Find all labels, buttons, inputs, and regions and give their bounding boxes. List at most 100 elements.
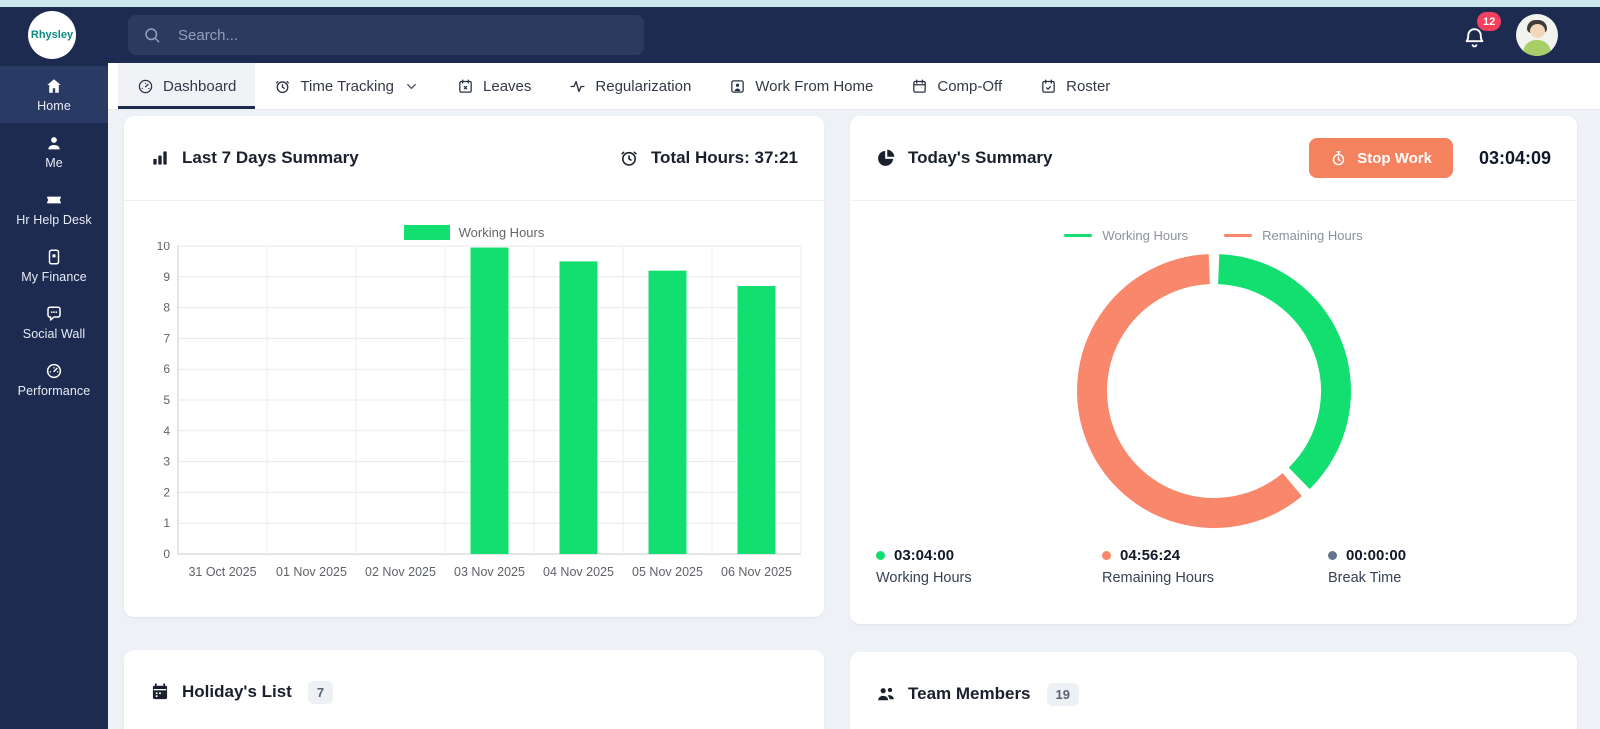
tab-label: Work From Home bbox=[755, 77, 874, 95]
svg-text:9: 9 bbox=[163, 270, 170, 284]
donut-legend-item-remaining-hours: Remaining Hours bbox=[1224, 228, 1363, 243]
legend-label: Working Hours bbox=[458, 225, 545, 240]
topbar: Rhysley 12 bbox=[0, 7, 1600, 63]
svg-text:04 Nov 2025: 04 Nov 2025 bbox=[543, 565, 614, 579]
user-avatar[interactable] bbox=[1516, 14, 1558, 56]
sidebar-item-label: Home bbox=[37, 98, 71, 113]
sidebar-item-label: Performance bbox=[17, 383, 91, 398]
stat-working-hours: 03:04:00 Working Hours bbox=[876, 547, 1102, 586]
last-7-days-summary-card: Last 7 Days Summary Total Hours: 37:21 W… bbox=[124, 116, 824, 617]
stat-dot bbox=[876, 551, 885, 560]
brand-logo-text: Rhysley bbox=[30, 29, 74, 41]
svg-text:02 Nov 2025: 02 Nov 2025 bbox=[365, 565, 436, 579]
stat-value-row: 04:56:24 bbox=[1102, 547, 1328, 564]
svg-text:06 Nov 2025: 06 Nov 2025 bbox=[721, 565, 792, 579]
tab-label: Leaves bbox=[483, 77, 532, 95]
calendar-check-icon bbox=[1040, 78, 1057, 95]
today-card-title: Today's Summary bbox=[876, 148, 1053, 168]
sidebar-item-performance[interactable]: Performance bbox=[0, 351, 108, 408]
tab-label: Comp-Off bbox=[937, 77, 1003, 95]
stat-dot bbox=[1102, 551, 1111, 560]
sidebar-item-home[interactable]: Home bbox=[0, 66, 108, 123]
stat-value-row: 00:00:00 bbox=[1328, 547, 1406, 564]
person-icon bbox=[45, 134, 63, 152]
legend-line-swatch bbox=[1064, 234, 1093, 237]
tab-label: Time Tracking bbox=[300, 77, 395, 95]
tab-roster[interactable]: Roster bbox=[1021, 63, 1129, 109]
holidays-card-title: Holiday's List 7 bbox=[150, 680, 334, 704]
tab-label: Dashboard bbox=[163, 77, 237, 95]
chevron-down-icon bbox=[404, 79, 419, 94]
stat-value: 04:56:24 bbox=[1120, 547, 1181, 564]
tab-leaves[interactable]: Leaves bbox=[438, 63, 550, 109]
holidays-card-header: Holiday's List 7 bbox=[124, 650, 824, 729]
tab-label: Roster bbox=[1066, 77, 1111, 95]
sidebar-item-label: Me bbox=[45, 155, 63, 170]
pie-chart-icon bbox=[876, 148, 896, 168]
todays-summary-card: Today's Summary Stop Work 03:04:09 Worki… bbox=[850, 116, 1577, 624]
team-title-text: Team Members bbox=[908, 684, 1031, 703]
stat-break-time: 00:00:00 Break Time bbox=[1328, 547, 1406, 586]
chat-bubble-icon bbox=[45, 305, 63, 323]
today-stats-row: 03:04:00 Working Hours 04:56:24 Remaining H… bbox=[850, 547, 1577, 586]
search-icon bbox=[143, 26, 161, 44]
people-icon bbox=[876, 684, 896, 704]
svg-text:05 Nov 2025: 05 Nov 2025 bbox=[632, 565, 703, 579]
team-card-title: Team Members 19 bbox=[876, 682, 1079, 706]
sidebar-item-hr-help-desk[interactable]: Hr Help Desk bbox=[0, 180, 108, 237]
today-header-actions: Stop Work 03:04:09 bbox=[1309, 138, 1551, 178]
calendar-icon bbox=[911, 78, 928, 95]
team-card-header: Team Members 19 bbox=[850, 652, 1577, 729]
bar-chart-legend: Working Hours bbox=[124, 225, 824, 240]
activity-icon bbox=[569, 78, 586, 95]
search-bar[interactable] bbox=[128, 15, 644, 55]
hours-donut-chart bbox=[850, 245, 1577, 537]
svg-text:0: 0 bbox=[163, 547, 170, 561]
calendar-x-icon bbox=[457, 78, 474, 95]
svg-text:31 Oct 2025: 31 Oct 2025 bbox=[188, 565, 256, 579]
top-accent-strip bbox=[0, 0, 1600, 7]
today-title-text: Today's Summary bbox=[908, 148, 1053, 167]
tab-time-tracking[interactable]: Time Tracking bbox=[255, 63, 438, 109]
stat-value: 00:00:00 bbox=[1346, 547, 1407, 564]
finance-icon bbox=[45, 248, 63, 266]
stat-value-row: 03:04:00 bbox=[876, 547, 1102, 564]
tab-regularization[interactable]: Regularization bbox=[550, 63, 710, 109]
svg-text:10: 10 bbox=[157, 242, 171, 253]
sidebar-item-me[interactable]: Me bbox=[0, 123, 108, 180]
tab-label: Regularization bbox=[595, 77, 692, 95]
summary-card-header: Last 7 Days Summary Total Hours: 37:21 bbox=[124, 116, 824, 201]
holidays-count-badge: 7 bbox=[307, 680, 334, 704]
donut-legend: Working Hours Remaining Hours bbox=[850, 228, 1577, 243]
svg-text:6: 6 bbox=[163, 362, 170, 376]
sidebar-item-my-finance[interactable]: My Finance bbox=[0, 237, 108, 294]
stat-value: 03:04:00 bbox=[894, 547, 955, 564]
tab-work-from-home[interactable]: Work From Home bbox=[710, 63, 892, 109]
sidebar-item-label: Hr Help Desk bbox=[16, 212, 92, 227]
tab-dashboard[interactable]: Dashboard bbox=[118, 63, 256, 109]
search-input[interactable] bbox=[176, 25, 629, 45]
holidays-list-card: Holiday's List 7 bbox=[124, 650, 824, 729]
notification-bell-icon[interactable] bbox=[1462, 26, 1487, 51]
svg-text:03 Nov 2025: 03 Nov 2025 bbox=[454, 565, 525, 579]
donut-legend-label: Remaining Hours bbox=[1262, 228, 1363, 243]
summary-title-text: Last 7 Days Summary bbox=[182, 148, 359, 167]
svg-text:5: 5 bbox=[163, 393, 170, 407]
team-members-card: Team Members 19 bbox=[850, 652, 1577, 729]
svg-text:1: 1 bbox=[163, 516, 170, 530]
sidebar-item-social-wall[interactable]: Social Wall bbox=[0, 294, 108, 351]
calendar-solid-icon bbox=[150, 682, 170, 702]
brand-logo[interactable]: Rhysley bbox=[28, 11, 76, 59]
home-icon bbox=[45, 77, 63, 95]
stop-work-button[interactable]: Stop Work bbox=[1309, 138, 1453, 178]
tab-comp-off[interactable]: Comp-Off bbox=[892, 63, 1021, 109]
svg-text:01 Nov 2025: 01 Nov 2025 bbox=[276, 565, 347, 579]
ticket-icon bbox=[45, 191, 63, 209]
total-hours-text: Total Hours: 37:21 bbox=[650, 148, 798, 167]
tab-bar: Dashboard Time Tracking Leaves Regularizati… bbox=[108, 63, 1600, 110]
svg-text:7: 7 bbox=[163, 331, 170, 345]
gauge-icon bbox=[45, 362, 63, 380]
avatar-body bbox=[1523, 40, 1551, 56]
svg-text:3: 3 bbox=[163, 455, 170, 469]
